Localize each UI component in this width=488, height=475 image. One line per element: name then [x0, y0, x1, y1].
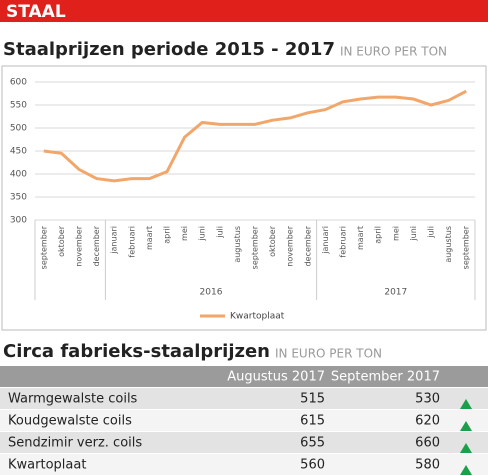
table-cell: 560 — [300, 458, 325, 473]
up-arrow — [460, 443, 472, 453]
table-row — [0, 388, 488, 409]
chart-subtitle: IN EURO PER TON — [340, 45, 447, 59]
header-bar — [0, 0, 488, 22]
y-tick-label: 550 — [10, 101, 27, 111]
table-title: Circa fabrieks-staalprijzen — [3, 341, 270, 362]
chart-title: Staalprijzen periode 2015 - 2017 — [3, 39, 335, 60]
legend-label: Kwartoplaat — [230, 312, 285, 322]
table-row — [0, 454, 488, 475]
table-cell: 580 — [415, 458, 440, 473]
x-tick-label: december — [92, 225, 101, 266]
table-cell: 530 — [415, 392, 440, 407]
trend-icons — [460, 399, 472, 475]
y-tick-label: 450 — [10, 147, 27, 157]
x-tick-label: september — [251, 225, 260, 269]
y-tick-label: 400 — [10, 170, 27, 180]
x-tick-label: maart — [145, 226, 154, 250]
y-tick-label: 350 — [10, 193, 27, 203]
table-cell: 655 — [300, 436, 325, 451]
group-label: 2016 — [200, 288, 223, 298]
up-arrow — [460, 421, 472, 431]
x-tick-label: januari — [321, 226, 330, 255]
x-tick-label: juni — [198, 226, 207, 242]
table-cell: Koudgewalste coils — [8, 414, 132, 429]
x-tick-label: december — [303, 225, 312, 266]
x-tick-label: februari — [339, 226, 348, 258]
x-tick-label: oktober — [57, 225, 66, 257]
x-tick-label: januari — [110, 226, 119, 255]
x-tick-label: april — [163, 226, 172, 244]
line-series — [43, 89, 467, 183]
x-tick-label: februari — [127, 226, 136, 258]
x-tick-label: maart — [356, 226, 365, 250]
table-cell: 515 — [300, 392, 325, 407]
column-header: Augustus 2017 — [227, 370, 325, 385]
y-tick-label: 300 — [10, 216, 27, 226]
table-cell: Kwartoplaat — [8, 458, 86, 473]
x-tick-label: juli — [427, 226, 436, 239]
table-cell: Warmgewalste coils — [8, 392, 138, 407]
table-subtitle: IN EURO PER TON — [275, 347, 382, 361]
x-tick-label: september — [462, 225, 471, 269]
up-arrow — [460, 399, 472, 409]
table-cell: 620 — [415, 414, 440, 429]
up-arrow — [460, 465, 472, 475]
column-header: September 2017 — [331, 370, 440, 385]
group-label: 2017 — [384, 288, 407, 298]
x-tick-label: augustus — [444, 226, 453, 263]
x-tick-label: juli — [215, 226, 224, 239]
table-cell: 615 — [300, 414, 325, 429]
x-tick-label: oktober — [268, 225, 277, 257]
x-tick-label: november — [75, 225, 84, 266]
x-tick-label: mei — [180, 226, 189, 241]
table-cell: Sendzimir verz. coils — [8, 436, 142, 451]
x-tick-label: april — [374, 226, 383, 244]
y-tick-label: 600 — [10, 78, 27, 88]
y-tick-label: 500 — [10, 124, 27, 134]
table-cell: 660 — [415, 436, 440, 451]
x-tick-label: mei — [391, 226, 400, 241]
chart-frame — [1, 65, 487, 331]
table-row — [0, 432, 488, 453]
header-label: STAAL — [6, 2, 66, 22]
x-tick-label: juni — [409, 226, 418, 242]
x-tick-label: september — [39, 225, 48, 269]
table-row — [0, 410, 488, 431]
x-tick-label: november — [286, 225, 295, 266]
x-tick-label: augustus — [233, 226, 242, 263]
table-header — [0, 366, 488, 387]
